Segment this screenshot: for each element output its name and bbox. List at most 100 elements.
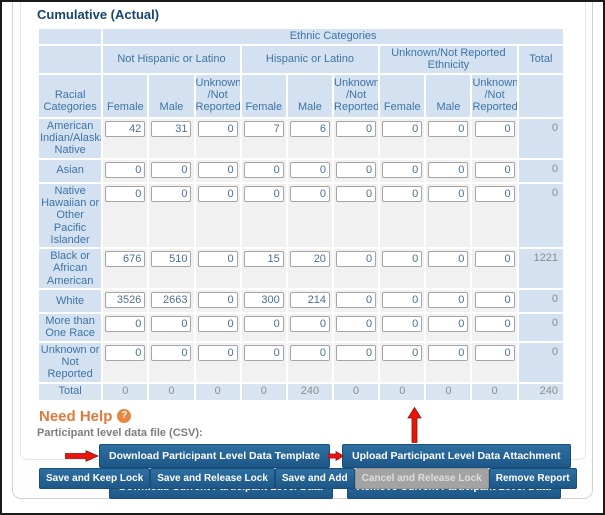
count-input-white-8[interactable] <box>474 292 515 309</box>
count-input-american-indian-alaska-native-3[interactable] <box>243 120 284 137</box>
count-input-unknown-or-not-reported-0[interactable] <box>105 344 146 361</box>
count-cell <box>195 183 240 248</box>
count-input-black-or-african-american-5[interactable] <box>336 251 377 268</box>
count-input-native-hawaiian-or-other-pacific-islander-4[interactable] <box>289 185 330 202</box>
count-cell <box>287 118 333 158</box>
count-input-american-indian-alaska-native-5[interactable] <box>336 120 377 137</box>
count-input-native-hawaiian-or-other-pacific-islander-3[interactable] <box>243 185 284 202</box>
count-input-unknown-or-not-reported-1[interactable] <box>151 344 192 361</box>
count-input-white-1[interactable] <box>151 292 192 309</box>
count-input-asian-6[interactable] <box>382 161 423 178</box>
row-label: Native Hawaiian or Other Pacific Islande… <box>39 183 102 248</box>
count-input-more-than-one-race-5[interactable] <box>336 316 377 333</box>
count-cell <box>195 249 240 289</box>
count-input-more-than-one-race-2[interactable] <box>197 316 238 333</box>
count-input-native-hawaiian-or-other-pacific-islander-5[interactable] <box>336 185 377 202</box>
table-row-native-hawaiian-or-other-pacific-islander: Native Hawaiian or Other Pacific Islande… <box>39 183 563 248</box>
count-input-black-or-african-american-6[interactable] <box>382 251 423 268</box>
count-input-more-than-one-race-1[interactable] <box>151 316 192 333</box>
save-and-add-button[interactable]: Save and Add <box>274 468 355 489</box>
count-cell <box>380 342 425 382</box>
count-cell <box>287 159 333 182</box>
count-input-more-than-one-race-4[interactable] <box>289 316 330 333</box>
need-help-link[interactable]: Need Help ? <box>39 408 585 425</box>
count-input-more-than-one-race-0[interactable] <box>105 316 146 333</box>
count-input-unknown-or-not-reported-5[interactable] <box>336 344 377 361</box>
count-input-black-or-african-american-4[interactable] <box>289 251 330 268</box>
count-input-asian-0[interactable] <box>105 161 146 178</box>
col-unknown-header: Unknown /Not Reported <box>472 74 517 117</box>
count-input-asian-1[interactable] <box>151 161 192 178</box>
count-cell <box>241 342 286 382</box>
count-input-white-3[interactable] <box>243 292 284 309</box>
help-question-icon[interactable]: ? <box>117 409 132 424</box>
count-input-american-indian-alaska-native-4[interactable] <box>289 120 330 137</box>
count-input-asian-4[interactable] <box>289 161 330 178</box>
count-input-black-or-african-american-7[interactable] <box>428 251 469 268</box>
count-input-asian-8[interactable] <box>474 161 515 178</box>
count-cell <box>103 183 148 248</box>
table-row-white: White 0 <box>39 290 563 313</box>
count-input-asian-5[interactable] <box>336 161 377 178</box>
count-cell <box>241 249 286 289</box>
cancel-and-release-lock-button[interactable]: Cancel and Release Lock <box>354 468 489 489</box>
count-input-black-or-african-american-1[interactable] <box>151 251 192 268</box>
count-input-asian-2[interactable] <box>197 161 238 178</box>
count-input-asian-3[interactable] <box>243 161 284 178</box>
page-title: Cumulative (Actual) <box>37 7 160 22</box>
count-input-native-hawaiian-or-other-pacific-islander-1[interactable] <box>151 185 192 202</box>
remove-report-button[interactable]: Remove Report <box>488 468 577 489</box>
count-input-unknown-or-not-reported-8[interactable] <box>474 344 515 361</box>
count-input-white-2[interactable] <box>197 292 238 309</box>
count-input-white-4[interactable] <box>289 292 330 309</box>
count-input-more-than-one-race-7[interactable] <box>428 316 469 333</box>
save-and-release-lock-button[interactable]: Save and Release Lock <box>150 468 275 489</box>
count-input-white-0[interactable] <box>105 292 146 309</box>
count-input-unknown-or-not-reported-6[interactable] <box>382 344 423 361</box>
count-input-american-indian-alaska-native-0[interactable] <box>105 120 146 137</box>
table-row-black-or-african-american: Black or African American 1221 <box>39 249 563 289</box>
count-input-unknown-or-not-reported-2[interactable] <box>197 344 238 361</box>
count-input-american-indian-alaska-native-7[interactable] <box>428 120 469 137</box>
count-input-american-indian-alaska-native-6[interactable] <box>382 120 423 137</box>
count-input-american-indian-alaska-native-2[interactable] <box>197 120 238 137</box>
count-input-black-or-african-american-0[interactable] <box>105 251 146 268</box>
count-cell <box>380 249 425 289</box>
count-input-american-indian-alaska-native-8[interactable] <box>474 120 515 137</box>
count-input-native-hawaiian-or-other-pacific-islander-7[interactable] <box>428 185 469 202</box>
count-input-black-or-african-american-3[interactable] <box>243 251 284 268</box>
total-row-label: Total <box>39 383 102 400</box>
count-input-native-hawaiian-or-other-pacific-islander-8[interactable] <box>474 185 515 202</box>
count-cell <box>103 118 148 158</box>
count-input-black-or-african-american-2[interactable] <box>197 251 238 268</box>
count-input-white-5[interactable] <box>336 292 377 309</box>
count-input-american-indian-alaska-native-1[interactable] <box>151 120 192 137</box>
count-input-unknown-or-not-reported-3[interactable] <box>243 344 284 361</box>
count-cell <box>472 118 517 158</box>
count-input-more-than-one-race-6[interactable] <box>382 316 423 333</box>
count-cell <box>334 249 379 289</box>
count-input-unknown-or-not-reported-7[interactable] <box>428 344 469 361</box>
count-input-asian-7[interactable] <box>428 161 469 178</box>
red-arrow-up-icon <box>407 406 422 443</box>
count-cell <box>287 314 333 341</box>
download-participant-level-data-template-button[interactable]: Download Participant Level Data Template <box>99 443 331 468</box>
table-row-more-than-one-race: More than One Race 0 <box>39 314 563 341</box>
count-input-native-hawaiian-or-other-pacific-islander-6[interactable] <box>382 185 423 202</box>
row-total-value: 1221 <box>518 249 563 289</box>
save-and-keep-lock-button[interactable]: Save and Keep Lock <box>39 468 151 489</box>
count-input-black-or-african-american-8[interactable] <box>474 251 515 268</box>
count-input-white-6[interactable] <box>382 292 423 309</box>
count-cell <box>426 290 471 313</box>
count-cell <box>103 314 148 341</box>
count-input-unknown-or-not-reported-4[interactable] <box>289 344 330 361</box>
count-input-native-hawaiian-or-other-pacific-islander-0[interactable] <box>105 185 146 202</box>
count-input-more-than-one-race-3[interactable] <box>243 316 284 333</box>
count-input-more-than-one-race-8[interactable] <box>474 316 515 333</box>
count-cell <box>334 314 379 341</box>
count-input-native-hawaiian-or-other-pacific-islander-2[interactable] <box>197 185 238 202</box>
count-input-white-7[interactable] <box>428 292 469 309</box>
upload-participant-level-data-attachment-button[interactable]: Upload Participant Level Data Attachment <box>342 443 571 468</box>
csv-buttons-row-1: Download Participant Level Data Template… <box>65 406 585 469</box>
